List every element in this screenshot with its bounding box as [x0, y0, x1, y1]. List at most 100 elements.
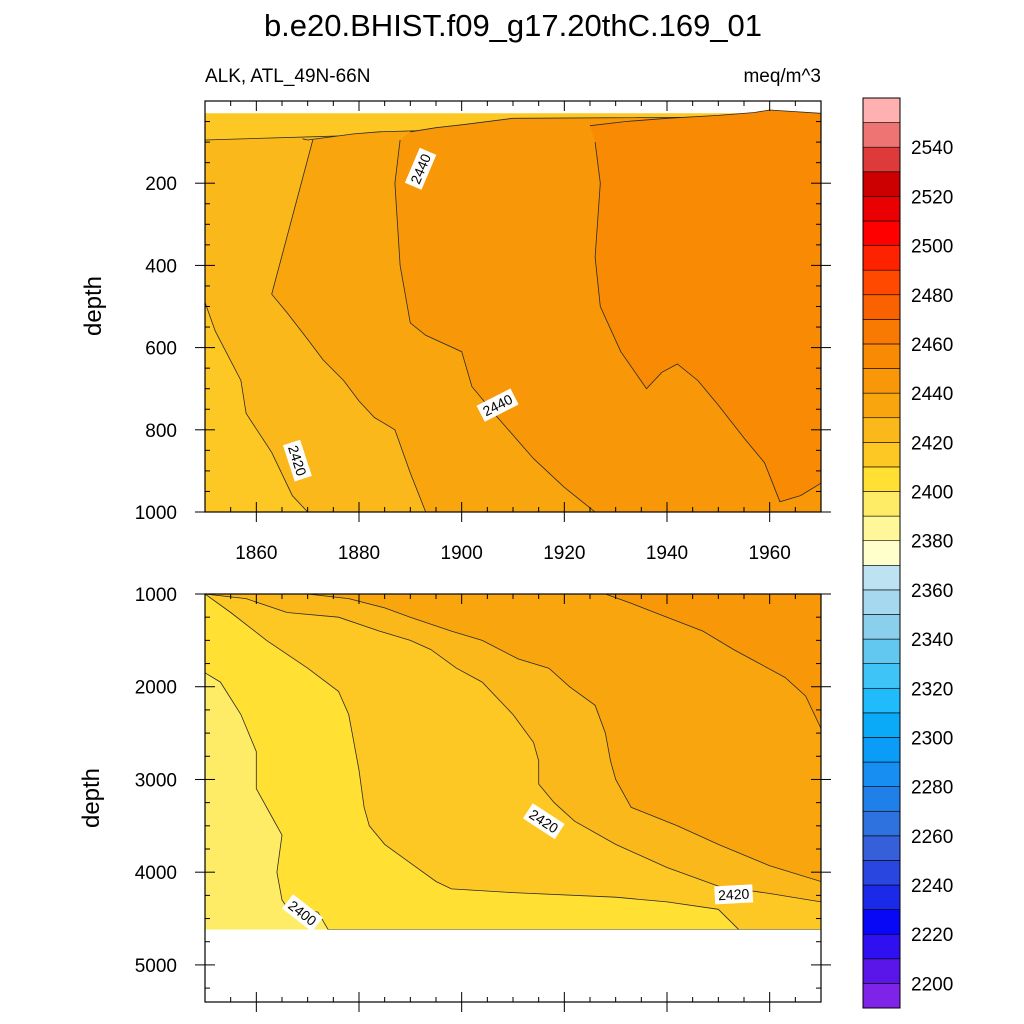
colorbar-swatch-29	[862, 269, 901, 296]
contour-label-box	[282, 439, 312, 482]
contour-label-text: 2420	[718, 886, 750, 904]
y-tick-label: 400	[145, 256, 177, 277]
lower-depth-axis-label: depth	[78, 768, 105, 828]
lower-contour-2420	[205, 594, 821, 903]
colorbar-swatch-5	[862, 860, 901, 886]
colorbar-label: 2380	[911, 532, 953, 553]
x-tick-label: 1900	[441, 543, 483, 564]
colorbar-label: 2460	[911, 335, 953, 356]
colorbar-swatch-27	[862, 319, 901, 345]
colorbar-swatch-14	[862, 638, 901, 664]
colorbar-swatch-23	[862, 417, 901, 443]
contour-label-box	[522, 803, 565, 840]
chart-title: b.e20.BHIST.f09_g17.20thC.169_01	[264, 8, 762, 43]
colorbar-swatch-26	[862, 343, 901, 369]
colorbar-swatch-31	[862, 220, 901, 246]
y-tick-label: 4000	[135, 863, 177, 884]
colorbar-swatch-22	[862, 442, 901, 468]
colorbar-swatch-0	[862, 983, 901, 1009]
colorbar-swatch-2	[862, 933, 901, 960]
units-label: meq/m^3	[743, 66, 821, 87]
colorbar-label: 2360	[911, 581, 953, 602]
colorbar-swatch-19	[862, 515, 901, 542]
colorbar-swatch-17	[862, 564, 901, 591]
colorbar-swatch-21	[862, 466, 901, 492]
upper-depth-axis-label: depth	[80, 276, 107, 336]
lower-no-data-area	[205, 929, 821, 1002]
x-tick-label: 1940	[646, 543, 688, 564]
colorbar-label: 2340	[911, 630, 953, 651]
colorbar-swatch-32	[862, 196, 901, 222]
colorbar-swatch-1	[862, 958, 901, 984]
y-tick-label: 5000	[135, 956, 177, 977]
lower-contour-2430	[307, 594, 821, 882]
colorbar-swatch-30	[862, 245, 901, 271]
colorbar-swatch-36	[862, 97, 901, 123]
x-tick-label: 1860	[235, 543, 277, 564]
colorbar-label: 2520	[911, 187, 953, 208]
colorbar-label: 2240	[911, 876, 953, 897]
lower-contour-2410	[205, 594, 821, 931]
colorbar-swatch-18	[862, 540, 901, 566]
colorbar-swatch-4	[862, 884, 901, 910]
colorbar-label: 2320	[911, 679, 953, 700]
colorbar-swatch-34	[862, 146, 901, 173]
contour-label-box	[714, 884, 754, 905]
colorbar-label: 2540	[911, 138, 953, 159]
colorbar-swatch-6	[862, 835, 901, 861]
colorbar-swatch-12	[862, 687, 901, 714]
colorbar-swatch-28	[862, 294, 901, 320]
y-tick-label: 800	[145, 421, 177, 442]
colorbar-frame	[862, 97, 901, 1009]
colorbar-swatch-20	[862, 491, 901, 517]
colorbar-swatch-16	[862, 589, 901, 615]
colorbar-label: 2260	[911, 827, 953, 848]
colorbar: 2200 2220 2240 2260 2280 2300 2320 2340 2360 2380…	[862, 97, 953, 1009]
colorbar-label: 2280	[911, 778, 953, 799]
x-tick-label: 1960	[749, 543, 791, 564]
colorbar-swatch-11	[862, 712, 901, 738]
colorbar-swatch-8	[862, 786, 901, 812]
colorbar-swatch-25	[862, 368, 901, 394]
y-tick-label: 1000	[135, 503, 177, 524]
colorbar-swatch-9	[862, 761, 901, 787]
colorbar-swatch-24	[862, 392, 901, 419]
lower-fill-2430-2440	[307, 594, 821, 882]
colorbar-label: 2300	[911, 728, 953, 749]
variable-label: ALK, ATL_49N-66N	[205, 66, 370, 87]
lower-contour-2440	[605, 594, 821, 729]
contour-label-box	[476, 388, 519, 422]
upper-contour-2450	[589, 109, 821, 503]
upper-contour-2440	[394, 116, 821, 512]
colorbar-label: 2500	[911, 237, 953, 258]
contour-label-box	[281, 894, 324, 932]
y-tick-label: 600	[145, 339, 177, 360]
colorbar-label: 2200	[911, 974, 953, 995]
colorbar-swatch-15	[862, 614, 901, 640]
upper-contour-2420	[205, 121, 821, 512]
colorbar-label: 2440	[911, 384, 953, 405]
colorbar-swatch-3	[862, 909, 901, 935]
y-tick-label: 3000	[135, 770, 177, 791]
colorbar-swatch-33	[862, 171, 901, 197]
y-tick-label: 200	[145, 174, 177, 195]
colorbar-swatch-35	[862, 122, 901, 148]
colorbar-label: 2480	[911, 286, 953, 307]
upper-fill-2450-2460	[590, 110, 821, 502]
x-tick-label: 1880	[338, 543, 380, 564]
y-tick-label: 2000	[135, 678, 177, 699]
x-tick-label: 1920	[543, 543, 585, 564]
contour-label-box	[404, 147, 437, 190]
colorbar-swatch-7	[862, 810, 901, 837]
colorbar-label: 2400	[911, 483, 953, 504]
colorbar-label: 2420	[911, 433, 953, 454]
lower-fill-2440-2450	[605, 594, 821, 729]
colorbar-label: 2220	[911, 925, 953, 946]
colorbar-swatch-10	[862, 737, 901, 763]
y-tick-label: 1000	[135, 585, 177, 606]
